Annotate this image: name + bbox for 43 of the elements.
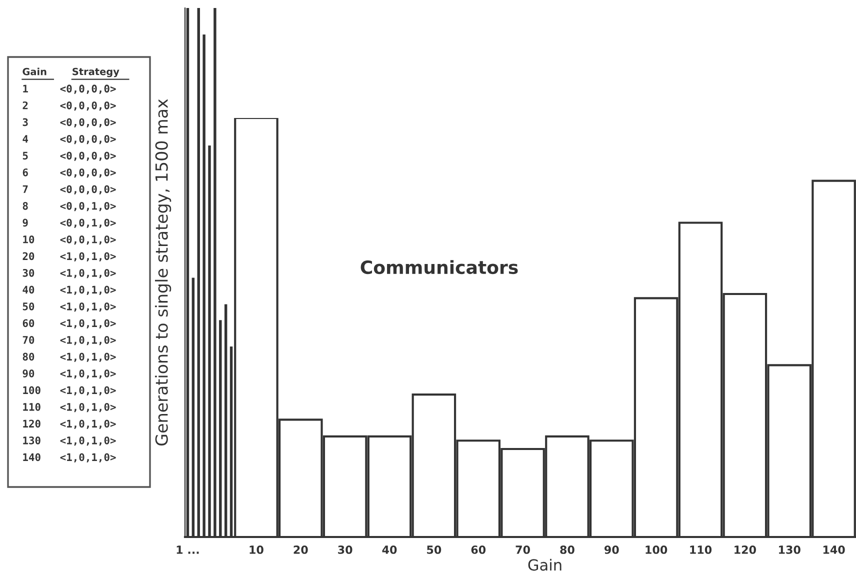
category-label: 70 <1,0,1,0> (22, 336, 116, 346)
category-label: 20 <1,0,1,0> (22, 252, 116, 262)
category-label: 130 <1,0,1,0> (23, 436, 116, 446)
x-tick-label: 90 (604, 546, 619, 554)
category-label: 60 <1,0,1,0> (22, 319, 116, 328)
x-tick-label: 80 (560, 546, 574, 554)
category-label: 40 <1,0,1,0> (22, 286, 116, 295)
category-label: 9 <0,0,1,0> (22, 218, 116, 228)
x-tick-label: 20 (294, 546, 308, 554)
x-tick-label: 10 (250, 546, 264, 554)
x-tick-label: 130 (779, 546, 800, 554)
category-label: 3 <0,0,0,0> (22, 118, 116, 128)
category-label: 100 <1,0,1,0> (23, 386, 116, 396)
category-label: 140 <1,0,1,0> (23, 453, 116, 462)
category-label: 80 <1,0,1,0> (22, 352, 116, 362)
y-axis-title: Generations to single strategy, 1500 max (154, 99, 172, 446)
category-label: 5 <0,0,0,0> (22, 152, 116, 161)
category-label: 8 <0,0,1,0> (22, 202, 116, 212)
category-label: Gain (22, 68, 46, 76)
category-label: 90 <1,0,1,0> (22, 369, 116, 379)
category-label: 2 <0,0,0,0> (22, 101, 116, 111)
x-tick-label: 140 (823, 546, 845, 554)
category-label: 30 <1,0,1,0> (22, 268, 116, 278)
category-label: 4 <0,0,0,0> (22, 134, 116, 144)
x-tick-label: 50 (427, 546, 442, 554)
category-label: 120 <1,0,1,0> (23, 420, 116, 429)
x-tick-label: 30 (338, 546, 352, 554)
annotation: Communicators (360, 260, 518, 274)
category-label: Strategy (72, 68, 120, 78)
x-axis-title: Gain (528, 558, 562, 571)
x-tick-label: 40 (382, 546, 397, 554)
x-tick-label: 100 (646, 546, 668, 554)
category-label: 50 <1,0,1,0> (22, 302, 116, 312)
category-label: 6 <0,0,0,0> (22, 168, 116, 178)
category-label: 10 <0,0,1,0> (23, 235, 116, 245)
x-tick-label: 1 ... (176, 546, 199, 554)
x-tick-label: 70 (516, 546, 530, 554)
category-label: 1 <0,0,0,0> (23, 84, 116, 94)
x-tick-label: 120 (734, 546, 756, 554)
x-tick-label: 60 (471, 546, 486, 554)
category-label: 7 <0,0,0,0> (22, 185, 116, 194)
category-label: 110 <1,0,1,0> (23, 402, 116, 412)
x-tick-label: 110 (690, 546, 712, 554)
